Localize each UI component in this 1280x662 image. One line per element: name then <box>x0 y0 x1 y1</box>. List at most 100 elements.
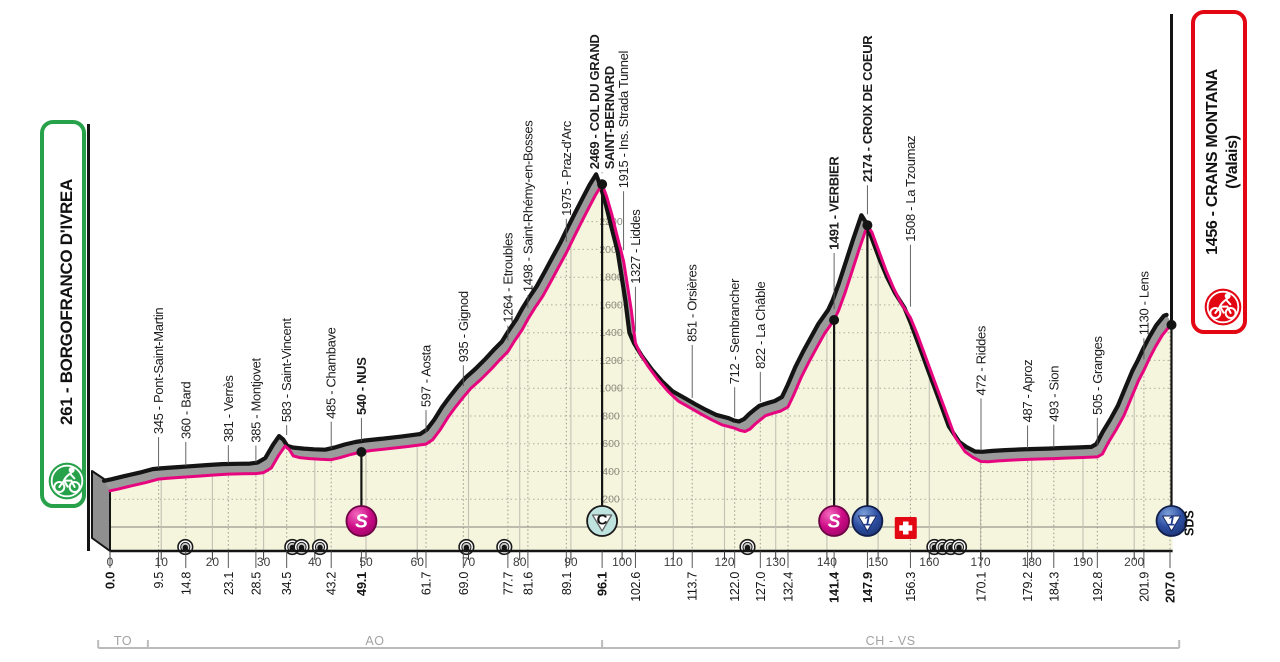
category-1-climb-badge: 1 <box>851 505 884 537</box>
svg-text:130: 130 <box>766 555 786 569</box>
waypoint-label: 487 - Aproz <box>1020 360 1035 423</box>
waypoint-label: 1915 - Ins. Strada Tunnel <box>616 51 631 189</box>
km-marker-label: 141.4 <box>827 571 842 603</box>
sprint-badge: S <box>818 505 850 537</box>
sprint-badge: S <box>345 505 378 537</box>
km-marker-label: 207.0 <box>1163 572 1178 603</box>
km-marker-label: 102.6 <box>629 572 643 602</box>
svg-text:1000: 1000 <box>599 383 623 395</box>
km-marker-label: 179.2 <box>1021 572 1035 602</box>
km-marker-label: 28.5 <box>249 572 263 595</box>
svg-text:1: 1 <box>1168 514 1176 529</box>
waypoint-label: 1130 - Lens <box>1136 271 1151 336</box>
svg-text:200: 200 <box>602 494 620 506</box>
waypoint-label: 472 - Riddes <box>974 325 989 395</box>
svg-text:200: 200 <box>1124 555 1144 569</box>
km-marker-label: 81.6 <box>521 572 535 595</box>
km-marker-label: 77.7 <box>501 572 515 595</box>
waypoint-label: 712 - Sembrancher <box>727 278 742 384</box>
finish-location-label: 1456 - CRANS MONTANA (Valais) <box>1204 69 1241 255</box>
km-marker-label: 34.5 <box>280 572 294 595</box>
finish-location-box: 1456 - CRANS MONTANA (Valais) <box>1191 10 1247 334</box>
start-cyclist-icon <box>48 462 86 500</box>
km-marker-label: 49.1 <box>354 572 369 596</box>
waypoint-label: 381 - Verrès <box>221 375 236 442</box>
svg-text:1600: 1600 <box>599 299 623 311</box>
svg-text:1800: 1800 <box>599 272 623 284</box>
km-marker-label: 9.5 <box>152 572 166 589</box>
km-marker-label: 122.0 <box>728 572 742 602</box>
waypoint-dotted-lines <box>158 254 1171 551</box>
svg-text:140: 140 <box>817 555 837 569</box>
waypoint-label: 540 - NUS <box>354 357 369 415</box>
km-marker-label: 0.0 <box>103 572 118 589</box>
km-marker-label: 156.3 <box>904 572 918 602</box>
svg-text:60: 60 <box>411 555 425 569</box>
svg-text:70: 70 <box>462 555 476 569</box>
svg-text:90: 90 <box>564 555 578 569</box>
svg-text:1400: 1400 <box>599 327 623 339</box>
svg-text:1: 1 <box>864 514 872 529</box>
finish-cyclist-icon <box>1204 288 1242 326</box>
waypoint-label: 935 - Gignod <box>456 291 471 362</box>
start-location-label: 261 - BORGOFRANCO D'IVREA <box>57 179 76 425</box>
marker-dots <box>356 14 1177 506</box>
region-label: TO <box>114 634 132 648</box>
region-label: AO <box>365 634 384 648</box>
km-marker-label: 192.8 <box>1091 572 1105 602</box>
svg-text:800: 800 <box>602 411 620 423</box>
waypoint-label: 822 - La Châble <box>753 282 768 369</box>
km-marker-label: 96.1 <box>595 572 610 596</box>
svg-text:150: 150 <box>868 555 888 569</box>
waypoint-label: 1508 - La Tzoumaz <box>903 136 918 242</box>
tunnel-icon <box>739 538 756 556</box>
waypoint-label: SAINT-BERNARD <box>602 66 617 169</box>
waypoint-label: 1975 - Praz-d'Arc <box>559 120 574 216</box>
km-marker-label: 201.9 <box>1137 572 1151 602</box>
svg-text:160: 160 <box>919 555 939 569</box>
waypoint-label: 493 - Sion <box>1046 366 1061 422</box>
svg-text:80: 80 <box>513 555 527 569</box>
km-marker-label: 69.0 <box>457 572 471 595</box>
region-label: CH - VS <box>866 634 916 648</box>
elevation-area <box>110 184 1173 552</box>
svg-text:1200: 1200 <box>599 355 623 367</box>
route-line <box>108 182 1175 493</box>
svg-text:100: 100 <box>612 555 632 569</box>
svg-text:180: 180 <box>1022 555 1042 569</box>
svg-text:190: 190 <box>1073 555 1093 569</box>
waypoint-label: 597 - Aosta <box>419 344 434 407</box>
svg-text:S: S <box>828 512 841 533</box>
waypoint-label: 1264 - Etroubles <box>500 232 515 323</box>
svg-text:20: 20 <box>206 555 220 569</box>
waypoint-label: 2469 - COL DU GRAND <box>587 35 602 170</box>
km-marker-label: 132.4 <box>782 572 796 602</box>
swiss-flag-icon <box>894 517 917 539</box>
region-bracket: TO AO CH - VS <box>97 634 1181 649</box>
svg-text:120: 120 <box>714 555 734 569</box>
km-marker-label: 127.0 <box>754 572 768 602</box>
svg-text:50: 50 <box>359 555 373 569</box>
km-markers: 0.0 9.5 14.8 23.1 28.5 34.5 43.2 49.1 61.7 69.0 77… <box>103 551 1178 603</box>
waypoint-label: 1498 - Saint-Rhémy-en-Bosses <box>520 120 535 292</box>
waypoint-label: 360 - Bard <box>178 382 193 439</box>
svg-text:10: 10 <box>155 555 169 569</box>
waypoint-label: 2174 - CROIX DE COEUR <box>860 35 875 182</box>
sds-label: SDS <box>1183 510 1197 536</box>
tunnel-icon <box>496 538 513 556</box>
waypoint-label: 505 - Granges <box>1090 335 1105 414</box>
svg-text:400: 400 <box>602 466 620 478</box>
elevation-scale: 2004006008001000120014001600180020002200 <box>599 216 623 506</box>
waypoint-label: 385 - Montjovet <box>248 358 263 443</box>
waypoint-label: 583 - Saint-Vincent <box>279 318 294 422</box>
km-marker-label: 43.2 <box>325 572 339 595</box>
km-marker-label: 184.3 <box>1047 572 1061 602</box>
svg-text:S: S <box>355 512 368 533</box>
waypoint-label: 345 - Pont-Saint-Martin <box>151 308 166 434</box>
svg-text:40: 40 <box>308 555 322 569</box>
cima-badge: C <box>586 505 619 537</box>
x-axis-ticks: 0102030405060708090100110120130140150160… <box>107 551 1145 569</box>
svg-text:600: 600 <box>602 438 620 450</box>
